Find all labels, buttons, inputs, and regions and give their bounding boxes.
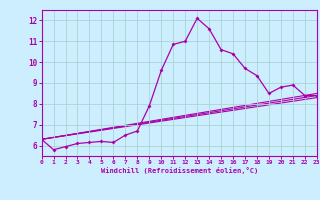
X-axis label: Windchill (Refroidissement éolien,°C): Windchill (Refroidissement éolien,°C) (100, 167, 258, 174)
